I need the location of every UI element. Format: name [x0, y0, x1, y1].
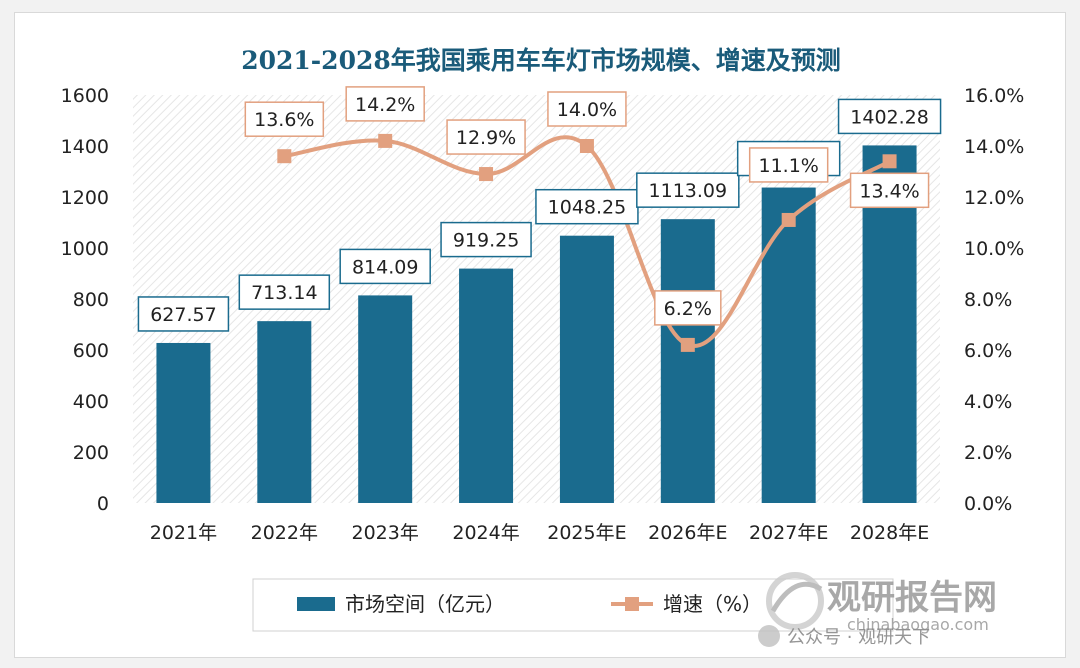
category-label: 2023年 — [352, 522, 419, 544]
line-data-label: 12.9% — [456, 127, 516, 149]
category-label: 2027年E — [749, 522, 828, 544]
right-tick-label: 10.0% — [964, 238, 1024, 260]
bar — [660, 219, 715, 503]
right-axis: 0.0% 2.0% 4.0% 6.0% 8.0% 10.0% 12.0% 14.0% 16.0% — [964, 85, 1024, 515]
watermark-logo-swoosh-icon — [770, 581, 823, 613]
right-tick-label: 0.0% — [964, 493, 1012, 515]
left-tick-label: 400 — [73, 391, 109, 413]
bar-label-box — [440, 221, 532, 258]
category-label: 2021年 — [150, 522, 217, 544]
line-label-box — [446, 119, 526, 155]
line-marker — [479, 167, 494, 182]
legend-bar-label: 市场空间（亿元） — [345, 592, 505, 616]
line-marker — [781, 212, 796, 227]
legend-line-marker — [625, 597, 639, 611]
chart-title: 2021-2028年我国乘用车车灯市场规模、增速及预测 — [241, 46, 841, 75]
watermark-account: 公众号 · 观研天下 — [787, 627, 930, 648]
wechat-icon — [758, 625, 780, 647]
line-data-labels: 13.6% 14.2% 12.9% 14.0% 6.2% 11.1% 13.4% — [244, 86, 930, 326]
bar — [257, 321, 312, 503]
left-tick-label: 200 — [73, 442, 109, 464]
bar-label-box — [636, 172, 740, 208]
category-label: 2025年E — [547, 522, 626, 544]
legend-bar-swatch — [297, 597, 335, 611]
right-tick-label: 16.0% — [964, 85, 1024, 107]
left-tick-label: 600 — [73, 340, 109, 362]
left-tick-label: 1600 — [61, 85, 109, 107]
category-axis: 2021年 2022年 2023年 2024年 2025年E 2026年E 2027年E 20… — [150, 522, 929, 544]
line-data-label: 14.2% — [355, 94, 415, 116]
bar-label-box — [137, 296, 230, 332]
watermark-brand: 观研报告网 — [827, 578, 997, 618]
left-tick-label: 0 — [97, 493, 109, 515]
line-data-label: 11.1% — [759, 155, 819, 177]
bar-data-label: 1402.28 — [850, 106, 929, 128]
category-label: 2024年 — [452, 522, 519, 544]
bar-data-label: 919.25 — [453, 230, 519, 252]
bar — [156, 342, 211, 503]
bar — [358, 295, 413, 503]
bar-data-labels: 627.57 713.14 814.09 919.25 1048.25 1113.09 12… — [137, 98, 942, 332]
bar-data-label: 627.57 — [150, 304, 216, 326]
line-data-label: 13.4% — [859, 180, 919, 202]
bar-label-box — [339, 248, 431, 285]
bar-series — [156, 145, 917, 504]
bar-label-box — [535, 188, 639, 225]
left-axis: 0 200 400 600 800 1000 1200 1400 1600 — [61, 85, 109, 515]
right-tick-label: 2.0% — [964, 442, 1012, 464]
bar-label-box — [837, 98, 942, 135]
bar-data-label: 1113.09 — [649, 180, 728, 202]
bar-label-box — [238, 274, 331, 310]
left-tick-label: 1400 — [61, 136, 109, 158]
bar — [761, 187, 816, 503]
line-label-box — [345, 86, 425, 122]
right-tick-label: 8.0% — [964, 289, 1012, 311]
category-label: 2026年E — [648, 522, 727, 544]
line-data-label: 14.0% — [557, 99, 617, 121]
right-tick-label: 12.0% — [964, 187, 1024, 209]
category-label: 2028年E — [850, 522, 929, 544]
bar-data-label: 1048.25 — [548, 197, 627, 219]
line-data-label: 13.6% — [254, 109, 314, 131]
chart-frame: 2021-2028年我国乘用车车灯市场规模、增速及预测 0 200 400 600 80… — [14, 12, 1066, 658]
chart: 2021-2028年我国乘用车车灯市场规模、增速及预测 0 200 400 600 80… — [61, 46, 1025, 648]
bar — [459, 268, 514, 503]
line-label-box — [547, 91, 627, 127]
line-marker — [680, 337, 695, 352]
line-label-box — [748, 147, 829, 183]
legend: 市场空间（亿元） 增速（%） — [252, 578, 894, 632]
line-label-box — [849, 172, 930, 209]
line-marker — [579, 139, 594, 153]
right-tick-label: 4.0% — [964, 391, 1012, 413]
left-tick-label: 1200 — [61, 187, 109, 209]
watermark-site: chinabaogao.com — [847, 615, 989, 634]
line-label-box — [244, 101, 325, 137]
right-tick-label: 14.0% — [964, 136, 1024, 158]
bar — [559, 235, 614, 504]
left-tick-label: 1000 — [61, 238, 109, 260]
line-marker — [378, 133, 393, 148]
line-data-label: 6.2% — [664, 298, 712, 320]
line-marker — [277, 149, 292, 164]
line-series — [277, 133, 897, 352]
watermark-logo-icon — [766, 572, 824, 630]
legend-line-label: 增速（%） — [663, 592, 762, 616]
legend-box — [252, 578, 894, 632]
line-label-box — [654, 290, 722, 326]
bar-data-label: 713.14 — [251, 282, 317, 304]
left-tick-label: 800 — [73, 289, 109, 311]
right-tick-label: 6.0% — [964, 340, 1012, 362]
line-marker — [882, 154, 897, 169]
category-label: 2022年 — [251, 522, 318, 544]
bar-data-label: 814.09 — [352, 256, 418, 278]
